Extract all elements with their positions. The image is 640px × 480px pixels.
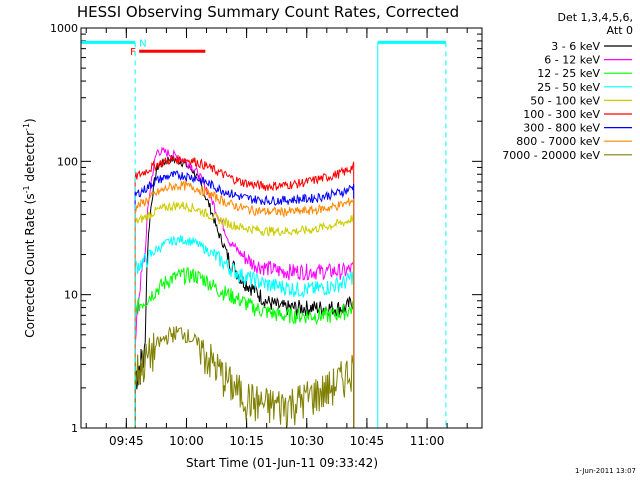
y-axis-label-main: Corrected Count Rate (s	[23, 193, 37, 337]
x-tick-label: 10:15	[229, 434, 264, 448]
plot-timestamp: 1-Jun-2011 13:07	[575, 467, 636, 475]
series-line	[134, 267, 355, 428]
y-axis-label-mid: detector	[23, 131, 37, 186]
legend-entry-label: 25 - 50 keV	[537, 81, 600, 94]
series-line	[134, 326, 355, 428]
legend-entry-label: 100 - 300 keV	[523, 108, 600, 121]
legend-title-line2: Att 0	[607, 24, 633, 37]
legend-entry-label: 6 - 12 keV	[544, 54, 600, 67]
x-axis-label: Start Time (01-Jun-11 09:33:42)	[186, 456, 378, 470]
y-axis-label-end: )	[23, 118, 37, 123]
series-line	[134, 170, 355, 428]
legend-entry-label: 3 - 6 keV	[551, 40, 600, 53]
legend-entry-label: 50 - 100 keV	[530, 94, 600, 107]
plot-frame	[80, 27, 483, 429]
y-axis-label-sup1: -1	[22, 185, 31, 193]
flag-bars: FN	[81, 38, 447, 428]
y-tick-label: 10	[64, 289, 78, 302]
y-tick-label: 1000	[50, 22, 78, 35]
x-tick-label: 09:45	[109, 434, 144, 448]
series-line	[134, 200, 355, 428]
axes: 1 10 100 1000 09:45 10:00 10:15 10:30 10:45 11:00	[50, 22, 482, 448]
y-axis-label-sup2: -1	[22, 123, 31, 131]
series-line	[134, 154, 355, 428]
series-line	[134, 155, 355, 428]
series-line	[134, 234, 355, 428]
legend-title-line1: Det 1,3,4,5,6,	[557, 11, 633, 24]
series-line	[134, 180, 355, 428]
y-tick-label: 1	[71, 422, 78, 435]
y-tick-label: 100	[57, 155, 78, 168]
x-tick-label: 10:00	[169, 434, 204, 448]
x-tick-label: 11:00	[410, 434, 445, 448]
series-lines	[134, 146, 355, 428]
legend-entry-label: 7000 - 20000 keV	[502, 149, 600, 162]
legend-entry-label: 12 - 25 keV	[537, 67, 600, 80]
x-tick-label: 10:30	[289, 434, 324, 448]
x-tick-label: 10:45	[350, 434, 385, 448]
flare-flag-label: F	[130, 47, 136, 58]
legend-entry-label: 300 - 800 keV	[523, 122, 600, 135]
night-flag-label: N	[139, 38, 146, 49]
chart-title: HESSI Observing Summary Count Rates, Cor…	[77, 3, 459, 21]
y-axis-label: Corrected Count Rate (s-1 detector-1)	[22, 118, 37, 337]
legend-entry-label: 800 - 7000 keV	[516, 135, 600, 148]
